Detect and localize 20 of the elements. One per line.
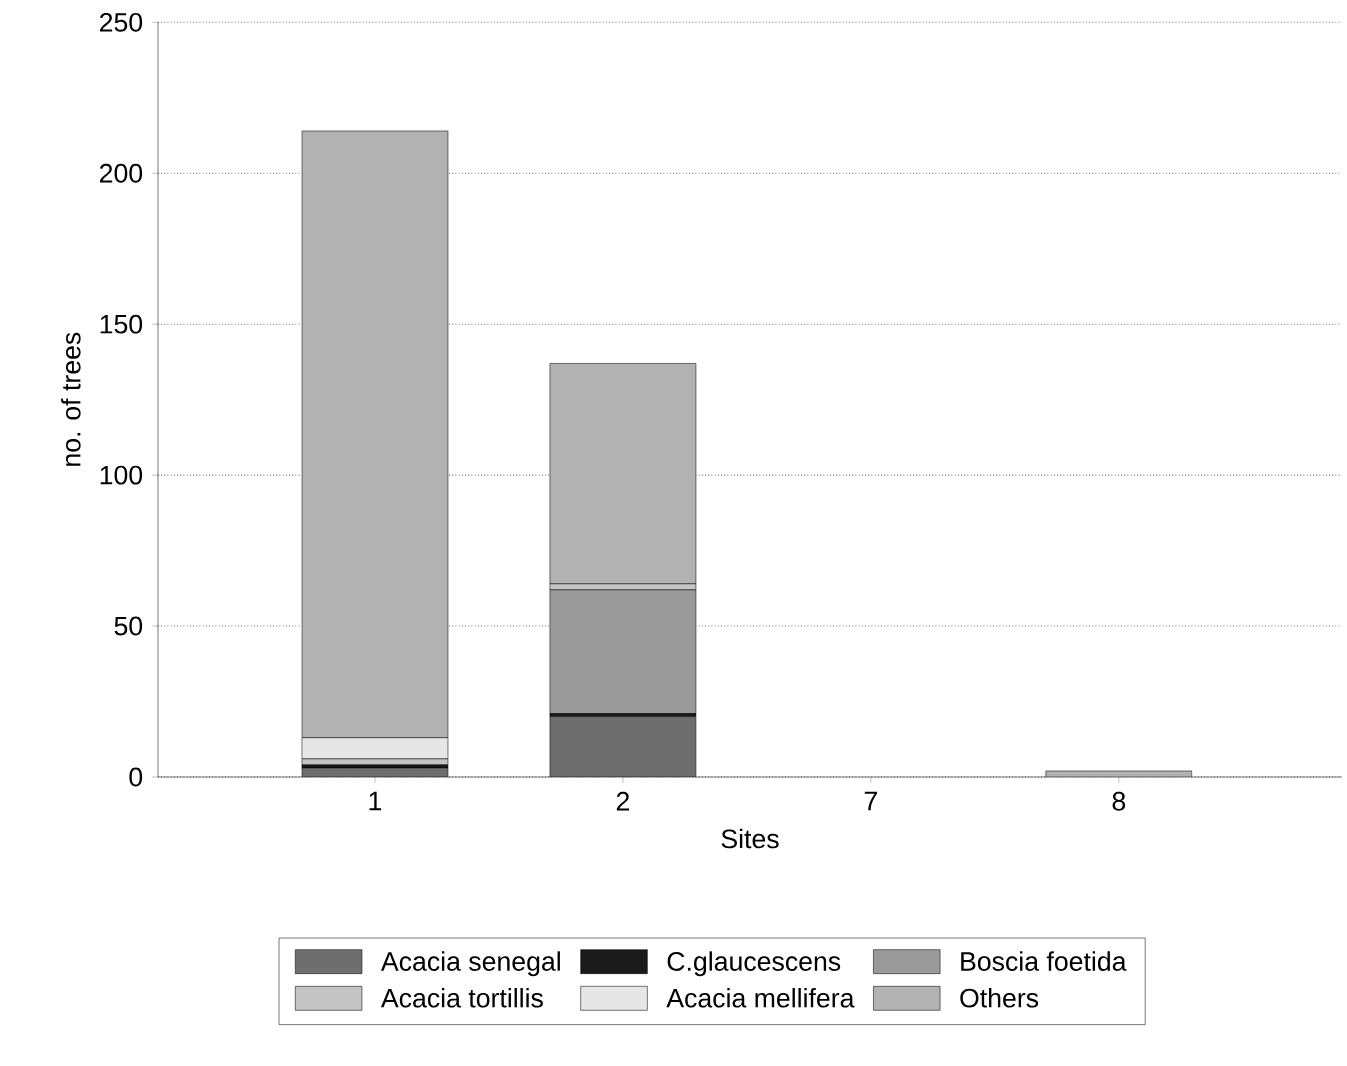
legend-label: Others [960, 987, 1039, 1008]
legend-label: C.glaucescens [667, 951, 841, 977]
y-tick-label: 100 [100, 465, 143, 485]
y-axis-title: no. of trees [61, 332, 81, 466]
x-tick-label: 2 [616, 791, 629, 811]
x-axis-title: Sites [721, 828, 779, 849]
legend-label: Acacia senegal [380, 951, 560, 977]
y-tick-label: 150 [100, 314, 143, 334]
x-tick-label: 8 [1112, 791, 1126, 811]
legend-label: Acacia tortillis [380, 987, 543, 1008]
x-tick-label: 7 [864, 791, 877, 811]
legend-label: Acacia mellifera [666, 987, 855, 1008]
bar [549, 363, 697, 585]
y-tick-label: 250 [100, 12, 143, 32]
bar [549, 716, 697, 777]
y-tick-label: 50 [114, 616, 143, 636]
y-tick-label: 0 [129, 767, 143, 787]
legend-label: Boscia foetida [961, 951, 1127, 971]
y-tick-label: 200 [100, 163, 143, 183]
x-tick-label: 1 [369, 791, 382, 811]
